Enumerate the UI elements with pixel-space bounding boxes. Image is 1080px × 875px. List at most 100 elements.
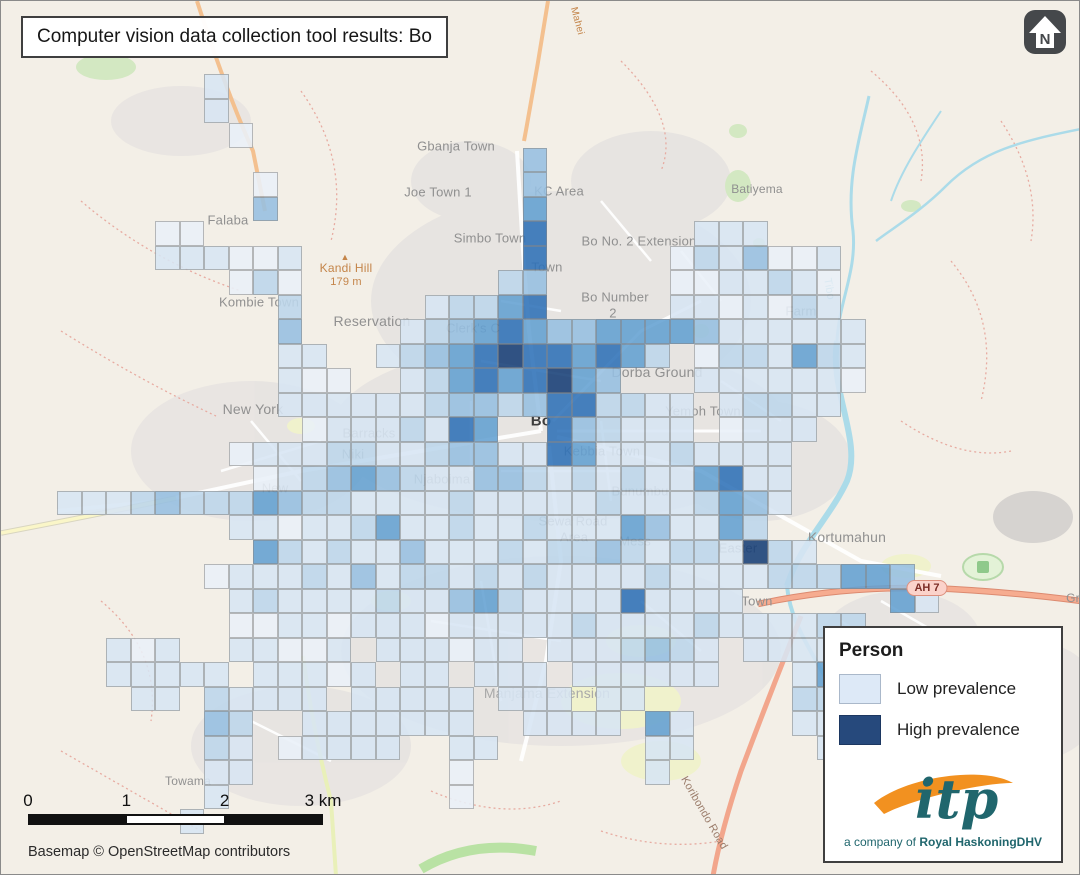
grid-cell xyxy=(375,392,400,417)
grid-cell xyxy=(228,686,253,711)
grid-cell xyxy=(620,441,645,466)
grid-cell xyxy=(302,515,327,540)
grid-cell xyxy=(228,123,253,148)
grid-cell xyxy=(473,613,498,638)
north-arrow-icon: N xyxy=(1024,10,1066,54)
grid-cell xyxy=(473,588,498,613)
grid-cell xyxy=(792,539,817,564)
grid-cell xyxy=(351,613,376,638)
grid-cell xyxy=(400,662,425,687)
grid-cell xyxy=(669,564,694,589)
grid-cell xyxy=(253,490,278,515)
grid-cell xyxy=(718,245,743,270)
grid-cell xyxy=(841,368,866,393)
grid-cell xyxy=(718,270,743,295)
grid-cell xyxy=(596,637,621,662)
grid-cell xyxy=(375,539,400,564)
grid-cell xyxy=(351,686,376,711)
grid-cell xyxy=(645,735,670,760)
grid-cell xyxy=(375,711,400,736)
grid-cell xyxy=(253,270,278,295)
grid-cell xyxy=(424,466,449,491)
grid-cell xyxy=(620,392,645,417)
grid-cell xyxy=(498,368,523,393)
grid-cell xyxy=(351,588,376,613)
map-label: ▲ xyxy=(340,252,350,262)
grid-cell xyxy=(547,564,572,589)
grid-cell xyxy=(424,662,449,687)
grid-cell xyxy=(326,441,351,466)
grid-cell xyxy=(596,588,621,613)
grid-cell xyxy=(620,343,645,368)
grid-cell xyxy=(400,441,425,466)
scale-bar-graphic xyxy=(28,814,323,825)
grid-cell xyxy=(204,564,229,589)
grid-cell xyxy=(326,637,351,662)
grid-cell xyxy=(375,637,400,662)
grid-cell xyxy=(326,392,351,417)
grid-cell xyxy=(694,613,719,638)
grid-cell xyxy=(547,441,572,466)
grid-cell xyxy=(498,466,523,491)
grid-cell xyxy=(571,392,596,417)
grid-cell xyxy=(473,490,498,515)
gray-blob xyxy=(993,491,1073,543)
grid-cell xyxy=(743,221,768,246)
grid-cell xyxy=(277,392,302,417)
grid-cell xyxy=(767,245,792,270)
grid-cell xyxy=(743,245,768,270)
grid-cell xyxy=(767,270,792,295)
grid-cell xyxy=(228,711,253,736)
grid-cell xyxy=(767,539,792,564)
map-label: Reservation xyxy=(333,313,411,329)
grid-cell xyxy=(522,490,547,515)
grid-cell xyxy=(179,490,204,515)
grid-cell xyxy=(473,515,498,540)
grid-cell xyxy=(694,539,719,564)
grid-cell xyxy=(620,613,645,638)
grid-cell xyxy=(522,392,547,417)
grid-cell xyxy=(547,466,572,491)
grid-cell xyxy=(449,686,474,711)
grid-cell xyxy=(57,490,82,515)
grid-cell xyxy=(865,564,890,589)
map-title: Computer vision data collection tool res… xyxy=(37,26,432,47)
grid-cell xyxy=(522,539,547,564)
grid-cell xyxy=(743,343,768,368)
grid-cell xyxy=(792,392,817,417)
grid-cell xyxy=(645,441,670,466)
grid-cell xyxy=(816,294,841,319)
grid-cell xyxy=(620,662,645,687)
grid-cell xyxy=(669,270,694,295)
grid-cell xyxy=(718,564,743,589)
grid-cell xyxy=(302,735,327,760)
grid-cell xyxy=(767,392,792,417)
grid-cell xyxy=(449,466,474,491)
grid-cell xyxy=(106,662,131,687)
grid-cell xyxy=(424,343,449,368)
grid-cell xyxy=(792,613,817,638)
grid-cell xyxy=(767,466,792,491)
grid-cell xyxy=(302,613,327,638)
grid-cell xyxy=(816,319,841,344)
grid-cell xyxy=(694,588,719,613)
map-label: 179 m xyxy=(330,276,362,288)
grid-cell xyxy=(253,466,278,491)
scale-tick: 2 xyxy=(219,791,230,810)
grid-cell xyxy=(571,662,596,687)
grid-cell xyxy=(155,245,180,270)
grid-cell xyxy=(596,368,621,393)
grid-cell xyxy=(473,368,498,393)
grid-cell xyxy=(204,711,229,736)
grid-cell xyxy=(792,319,817,344)
grid-cell xyxy=(277,735,302,760)
grid-cell xyxy=(645,637,670,662)
grid-cell xyxy=(571,564,596,589)
grid-cell xyxy=(277,441,302,466)
grid-cell xyxy=(669,466,694,491)
legend-item: Low prevalence xyxy=(839,674,1047,704)
grid-cell xyxy=(302,466,327,491)
grid-cell xyxy=(743,466,768,491)
grid-cell xyxy=(743,564,768,589)
grid-cell xyxy=(718,441,743,466)
